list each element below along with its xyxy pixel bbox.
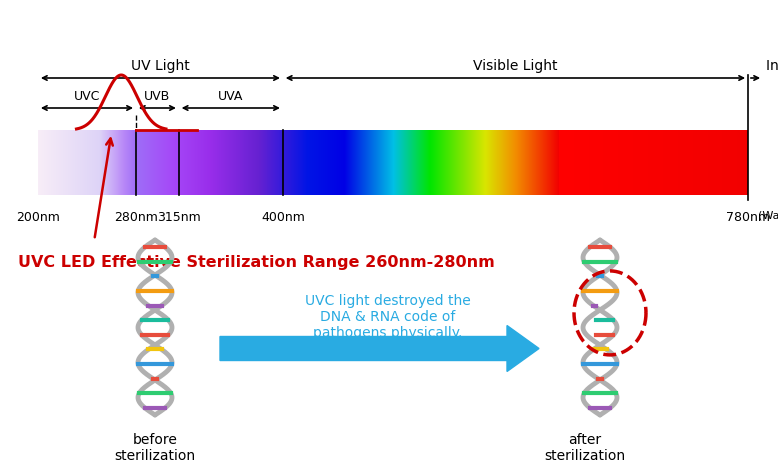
Text: UVA: UVA bbox=[218, 90, 244, 103]
Text: UVC LED Effective Sterilization Range 260nm-280nm: UVC LED Effective Sterilization Range 26… bbox=[18, 255, 495, 270]
Text: Visible Light: Visible Light bbox=[473, 59, 558, 73]
FancyArrow shape bbox=[220, 325, 539, 371]
Text: UVC light destroyed the
DNA & RNA code of
pathogens physically.: UVC light destroyed the DNA & RNA code o… bbox=[305, 294, 471, 340]
Text: 780nm: 780nm bbox=[726, 211, 770, 224]
Text: 315nm: 315nm bbox=[157, 211, 201, 224]
Text: before
sterilization: before sterilization bbox=[114, 433, 195, 463]
Text: UV Light: UV Light bbox=[131, 59, 190, 73]
Text: 280nm: 280nm bbox=[114, 211, 158, 224]
Text: 200nm: 200nm bbox=[16, 211, 60, 224]
Text: UVB: UVB bbox=[144, 90, 170, 103]
Text: Infrared Ray: Infrared Ray bbox=[766, 59, 778, 73]
Text: (Wavelength): (Wavelength) bbox=[758, 211, 778, 221]
Text: after
sterilization: after sterilization bbox=[545, 433, 626, 463]
Text: 400nm: 400nm bbox=[261, 211, 305, 224]
Text: UVC: UVC bbox=[74, 90, 100, 103]
